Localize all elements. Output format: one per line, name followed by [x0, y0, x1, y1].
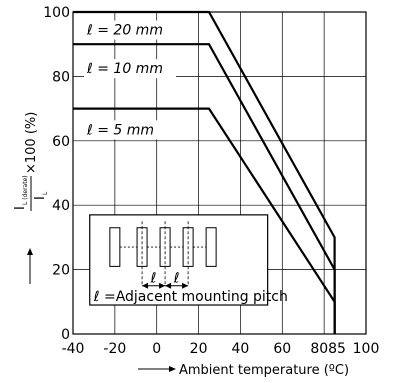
- y-tick-label: 40: [52, 198, 70, 214]
- series-label-bg: [84, 59, 176, 79]
- plot-frame: [72, 11, 367, 335]
- module-outline: [109, 227, 121, 267]
- y-tick-label: 60: [52, 134, 70, 150]
- pitch-symbol: ℓ: [173, 271, 180, 287]
- y-tick-label: 80: [52, 69, 70, 85]
- x-tick-label: -40: [62, 341, 85, 357]
- x-tick-label: 85: [328, 341, 346, 357]
- pitch-arrowhead: [165, 282, 172, 289]
- module-outline: [205, 227, 217, 267]
- pitch-arrowhead: [182, 282, 189, 289]
- series-label: ℓ = 10 mm: [86, 61, 163, 77]
- y-axis-suffix: ×100 (%): [24, 112, 39, 174]
- y-axis-numerator: I: [13, 206, 28, 210]
- pitch-symbol: ℓ: [150, 271, 157, 287]
- x-tick-label: 0: [152, 341, 161, 357]
- series-line: [73, 107, 336, 334]
- y-axis-arrowhead: [27, 248, 33, 255]
- x-axis-title: Ambient temperature (ºC): [179, 363, 349, 378]
- series-label-bg: [84, 120, 176, 140]
- pitch-arrowhead: [159, 282, 166, 289]
- x-axis-arrowhead: [169, 366, 176, 372]
- x-tick-label: 100: [353, 341, 380, 357]
- x-tick-label: 20: [190, 341, 208, 357]
- inset-caption: ℓ =Adjacent mounting pitch: [93, 289, 288, 305]
- pitch-arrowhead: [142, 282, 149, 289]
- y-tick-label: 100: [43, 5, 70, 21]
- x-axis-label: Ambient temperature (ºC): [138, 363, 349, 378]
- series-lines: [73, 10, 336, 334]
- x-tick-label: -20: [103, 341, 126, 357]
- series-label: ℓ = 5 mm: [86, 122, 154, 138]
- y-axis-label: IL (derate) IL×100 (%): [13, 112, 49, 284]
- series-label: ℓ = 20 mm: [86, 23, 163, 39]
- x-tick-label: 60: [273, 341, 291, 357]
- y-tick-label: 0: [61, 327, 70, 343]
- y-axis-denominator: I: [33, 196, 48, 200]
- y-axis-numerator-sub: L (derate): [22, 175, 29, 205]
- series-label-bg: [84, 20, 176, 40]
- x-tick-label: 80: [310, 341, 328, 357]
- y-axis-denominator-sub: L: [42, 191, 49, 195]
- pitch-inset: ℓ ℓ ℓ =Adjacent mounting pitch: [89, 214, 288, 306]
- series-labels: ℓ = 20 mm ℓ = 10 mm ℓ = 5 mm: [84, 20, 176, 140]
- x-tick-label: 40: [232, 341, 250, 357]
- y-tick-label: 20: [52, 263, 70, 279]
